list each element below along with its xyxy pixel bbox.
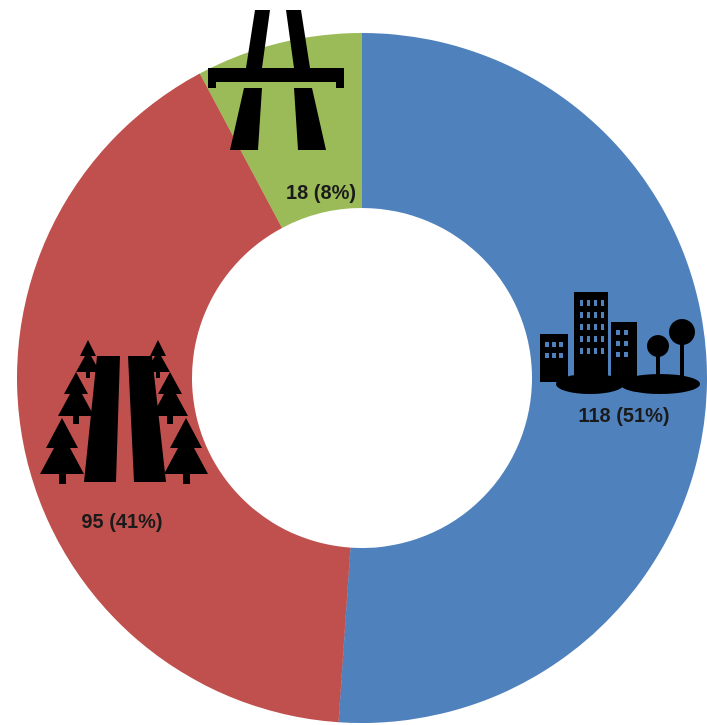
slice-labels: 118 (51%) 95 (41%) 18 (8%) (81, 182, 669, 533)
slice-label-highway: 18 (8%) (286, 182, 356, 204)
city-buildings-icon (540, 292, 700, 394)
forest-road-icon (40, 340, 208, 484)
slice-label-rural: 95 (41%) (81, 511, 162, 533)
slice-label-urban: 118 (51%) (578, 405, 669, 427)
donut-slice-rural (17, 73, 351, 723)
donut-slice-urban (338, 33, 707, 723)
donut-slices (17, 33, 707, 723)
slice-icons (40, 10, 700, 484)
highway-icon (208, 10, 344, 150)
